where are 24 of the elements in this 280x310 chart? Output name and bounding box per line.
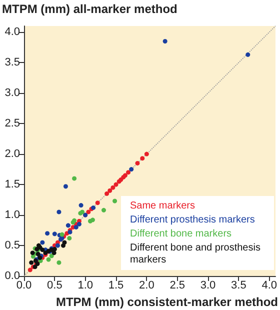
- y-tick-label: 0.0: [4, 270, 20, 282]
- x-tick-label: 2.0: [139, 280, 154, 292]
- y-axis-title: MTPM (mm) all-marker method: [2, 2, 178, 16]
- x-tick-label: 3.5: [231, 280, 246, 292]
- text: Different prosthesis markers: [130, 214, 255, 226]
- y-tick-label: 1.5: [4, 178, 20, 191]
- y-tick-label: 4.0: [4, 26, 20, 38]
- y-tick-label: 3.5: [4, 56, 20, 69]
- x-tick-label: 0.5: [47, 280, 62, 292]
- x-tick-label: 1.5: [108, 280, 124, 292]
- y-tick-label: 0.5: [4, 240, 20, 252]
- x-tick-label: 4.0: [262, 280, 278, 292]
- x-tick-label: 1.0: [78, 280, 93, 292]
- text: Different bone and prosthesis markers: [130, 242, 264, 266]
- series-label: Same markers: [130, 200, 196, 212]
- text: Different bone markers: [130, 228, 232, 240]
- x-axis-title: MTPM (mm) consistent-marker method: [56, 295, 278, 309]
- y-tick-label: 2.5: [4, 118, 20, 130]
- x-tick-label: 3.0: [200, 280, 216, 292]
- y-tick-label: 1.0: [4, 209, 20, 222]
- x-tick-label: 0.0: [16, 280, 32, 292]
- x-tick-label: 2.5: [170, 280, 185, 292]
- y-tick-label: 2.0: [4, 148, 20, 160]
- y-tick-label: 3.0: [4, 87, 20, 100]
